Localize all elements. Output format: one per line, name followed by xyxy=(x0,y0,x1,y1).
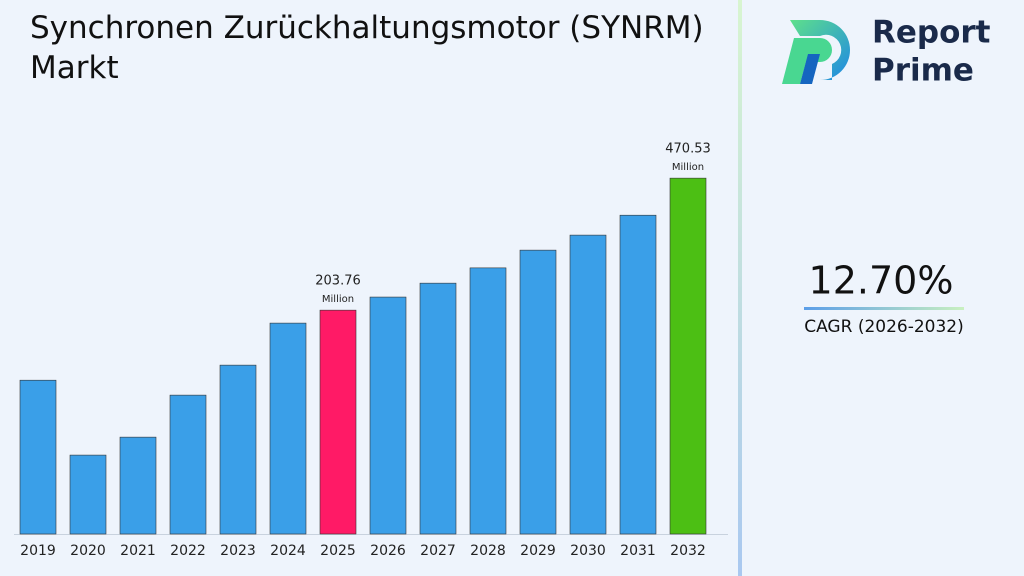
x-tick-label: 2032 xyxy=(670,543,706,559)
bar xyxy=(619,214,657,535)
x-tick-label: 2031 xyxy=(620,543,656,559)
logo-text: Prime xyxy=(872,53,974,89)
bar xyxy=(369,296,407,535)
cagr-underline xyxy=(804,307,964,310)
x-tick-label: 2029 xyxy=(520,543,556,559)
bar xyxy=(19,379,57,535)
bar xyxy=(269,322,307,535)
bar xyxy=(219,364,257,535)
bar xyxy=(519,249,557,535)
x-tick-label: 2028 xyxy=(470,543,506,559)
divider xyxy=(738,0,742,576)
value-label: 203.76 xyxy=(315,274,361,289)
x-tick-label: 2022 xyxy=(170,543,206,559)
x-tick-label: 2027 xyxy=(420,543,456,559)
x-tick-label: 2025 xyxy=(320,543,356,559)
bar xyxy=(119,436,157,535)
value-unit: Million xyxy=(322,294,354,305)
bar xyxy=(669,177,707,535)
cagr-label: CAGR (2026-2032) xyxy=(804,317,964,337)
logo-text: Report xyxy=(872,15,991,51)
bar xyxy=(169,394,207,535)
logo: Report Prime xyxy=(782,15,991,89)
bar xyxy=(469,267,507,535)
x-tick-label: 2020 xyxy=(70,543,106,559)
x-tick-label: 2019 xyxy=(20,543,56,559)
x-tick-label: 2023 xyxy=(220,543,256,559)
bar xyxy=(69,454,107,535)
value-label: 470.53 xyxy=(665,142,711,157)
x-tick-label: 2026 xyxy=(370,543,406,559)
bar xyxy=(419,282,457,535)
x-tick-label: 2024 xyxy=(270,543,306,559)
value-unit: Million xyxy=(672,162,704,173)
bar xyxy=(319,309,357,535)
x-tick-label: 2021 xyxy=(120,543,156,559)
bar xyxy=(569,234,607,535)
chart-title: Synchronen Zurückhaltungsmotor (SYNRM) M… xyxy=(30,10,704,86)
x-tick-label: 2030 xyxy=(570,543,606,559)
cagr-value: 12.70% xyxy=(809,259,954,303)
